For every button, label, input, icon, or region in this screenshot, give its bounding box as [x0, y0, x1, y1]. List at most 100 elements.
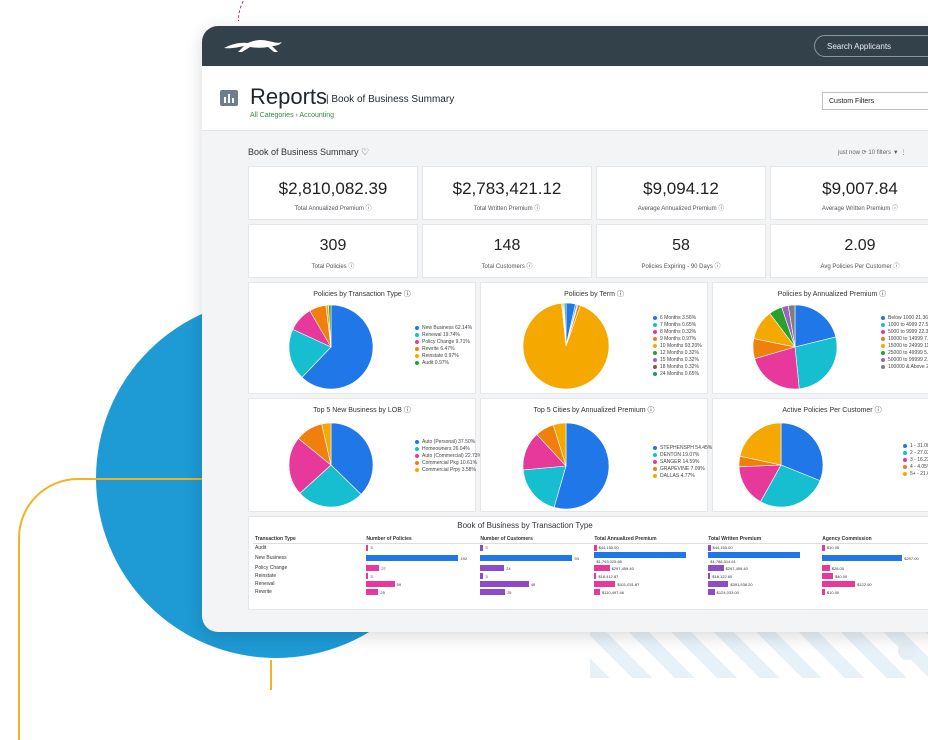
legend-item[interactable]: 15000 to 24999 11.65% [881, 343, 928, 350]
legend-label: 4 - 4.05% [910, 464, 928, 470]
pie-chart[interactable] [289, 305, 373, 389]
pie-slice[interactable] [289, 438, 332, 494]
legend-item[interactable]: 15 Months 0.32% [653, 357, 702, 364]
pie-slice[interactable] [321, 423, 332, 466]
legend-item[interactable]: Auto (Personal) 37.50% [415, 439, 482, 446]
legend-item[interactable]: 8 Months 0.32% [653, 329, 702, 336]
table-bar-label: $44,150.00 [712, 545, 733, 551]
legend-item[interactable]: 10000 to 14999 7.77% [881, 336, 928, 343]
table-row[interactable]: Reinstate 3 3 $18,412.87 $18,122.60 $40.00 [253, 572, 928, 580]
pie-slice[interactable] [787, 305, 796, 348]
chart-legend: Below 1000 21.36%1000 to 4999 27.51%5000… [881, 315, 928, 371]
legend-item[interactable]: DENTON 19.07% [653, 452, 712, 459]
pie-slice[interactable] [794, 305, 837, 348]
pie-slice[interactable] [299, 464, 362, 507]
legend-item[interactable]: 50000 to 99999 2.59% [881, 357, 928, 364]
pie-chart[interactable] [523, 303, 609, 389]
table-bar-label: $28.00 [831, 565, 844, 571]
legend-swatch [415, 453, 419, 458]
legend-item[interactable]: 1000 to 4999 27.51% [881, 322, 928, 329]
legend-item[interactable]: Below 1000 21.36% [881, 315, 928, 322]
pie-slice[interactable] [739, 423, 782, 466]
legend-item[interactable]: 6 Months 3.56% [653, 315, 702, 322]
pie-slice[interactable] [780, 423, 823, 482]
section-tools[interactable]: just now ⟳ 10 filters ▼ ⋮ [838, 150, 907, 156]
pie-slice[interactable] [289, 329, 332, 378]
legend-item[interactable]: 100000 & Above 2.59% [881, 364, 928, 371]
pie-slice[interactable] [523, 303, 609, 389]
legend-item[interactable]: 9 Months 0.97% [653, 336, 702, 343]
legend-item[interactable]: DALLAS 4.77% [653, 473, 712, 480]
legend-item[interactable]: 10 Months 93.20% [653, 343, 702, 350]
kpi-label: Avg Policies Per Customer ⓘ [820, 264, 900, 270]
pie-chart[interactable] [523, 423, 609, 509]
table-bar [708, 573, 711, 580]
cheetah-logo-icon[interactable] [222, 36, 284, 54]
legend-item[interactable]: Commercial Pkg 10.61% [415, 460, 482, 467]
legend-item[interactable]: Homeowners 26.04% [415, 446, 482, 453]
legend-swatch [653, 343, 657, 348]
customers-cell: 49 [478, 580, 592, 588]
pie-slice[interactable] [754, 346, 800, 389]
column-header[interactable]: Number of Customers [478, 535, 593, 544]
kpi-value: 58 [672, 237, 690, 254]
legend-item[interactable]: 4 - 4.05% [903, 464, 928, 471]
legend-swatch [881, 315, 885, 320]
legend-item[interactable]: Auto (Commercial) 22.73% [415, 453, 482, 460]
pie-slice[interactable] [328, 305, 332, 348]
breadcrumb-all-categories[interactable]: All Categories [250, 112, 294, 119]
legend-item[interactable]: 5000 to 9999 22.33% [881, 329, 928, 336]
table-row[interactable]: Renewal 59 49 $411,031.87 $391,538.20 $122.00 [253, 580, 928, 588]
legend-item[interactable]: Reinstate 0.97% [415, 353, 472, 360]
written-cell: $18,122.60 [706, 572, 820, 580]
chart-legend: 1 - 31.08%2 - 27.03%3 - 16.22%4 - 4.05%5… [903, 443, 928, 478]
legend-item[interactable]: 24 Months 0.65% [653, 371, 702, 378]
table-bar [480, 565, 505, 572]
legend-swatch [415, 360, 419, 365]
table-row[interactable]: Rewrite 25 25 $110,497.46 $124,033.00 $10.00 [253, 588, 928, 596]
pie-slice[interactable] [523, 465, 567, 508]
legend-item[interactable]: Rewrite 6.47% [415, 346, 472, 353]
column-header[interactable]: Agency Commission [820, 535, 928, 544]
column-header[interactable]: Total Written Premium [706, 535, 821, 544]
legend-item[interactable]: GRAPEVINE 7.09% [653, 466, 712, 473]
pie-chart[interactable] [739, 423, 823, 507]
legend-item[interactable]: 5+ - 21.62% [903, 471, 928, 478]
legend-item[interactable]: 2 - 27.03% [903, 450, 928, 457]
legend-item[interactable]: Renewal 19.74% [415, 332, 472, 339]
pie-slice[interactable] [553, 423, 609, 509]
legend-item[interactable]: Commercial Prpy 3.58% [415, 467, 482, 474]
table-bar-label: $10.00 [826, 589, 840, 595]
column-header[interactable]: Transaction Type [253, 535, 365, 544]
pie-slice[interactable] [794, 336, 837, 389]
column-header[interactable]: Number of Policies [364, 535, 479, 544]
table-row[interactable]: New Business 192 93 $1,793,025.65 $1,788,514… [253, 552, 928, 564]
breadcrumb-accounting[interactable]: Accounting [299, 112, 335, 119]
custom-filters-select[interactable]: Custom Filters [822, 92, 928, 110]
pie-slice[interactable] [552, 423, 567, 467]
legend-item[interactable]: STEPHENSPH 54.45% [653, 445, 712, 452]
pie-slice[interactable] [330, 423, 373, 495]
transaction-type-cell: Audit [255, 545, 267, 551]
table-bar-label: $40.00 [834, 573, 848, 579]
legend-item[interactable]: Policy Change 9.71% [415, 339, 472, 346]
transaction-type-cell: New Business [255, 555, 287, 562]
legend-item[interactable]: SANGER 14.59% [653, 459, 712, 466]
pie-slice[interactable] [301, 305, 373, 389]
pie-chart[interactable] [289, 423, 373, 507]
table-bar-label: $411,031.87 [617, 581, 640, 587]
legend-item[interactable]: New Business 62.14% [415, 325, 472, 332]
legend-item[interactable]: 18 Months 0.32% [653, 364, 702, 371]
legend-item[interactable]: 7 Months 0.65% [653, 322, 702, 329]
pie-chart[interactable] [753, 305, 837, 389]
legend-item[interactable]: 25000 to 49999 5.18% [881, 350, 928, 357]
legend-item[interactable]: 3 - 16.22% [903, 457, 928, 464]
legend-item[interactable]: Audit 0.97% [415, 360, 472, 367]
search-applicants-input[interactable]: Search Applicants [814, 35, 928, 57]
column-header[interactable]: Total Annualized Premium [592, 535, 707, 544]
pie-slice[interactable] [563, 303, 567, 347]
table-row[interactable]: Audit 3 3 $44,150.00 $44,150.00 $10.00 [253, 544, 928, 553]
legend-item[interactable]: 1 - 31.08% [903, 443, 928, 450]
legend-item[interactable]: 12 Months 0.32% [653, 350, 702, 357]
table-row[interactable]: Policy Change 27 24 $297,459.40 $297,459.40 $… [253, 564, 928, 572]
